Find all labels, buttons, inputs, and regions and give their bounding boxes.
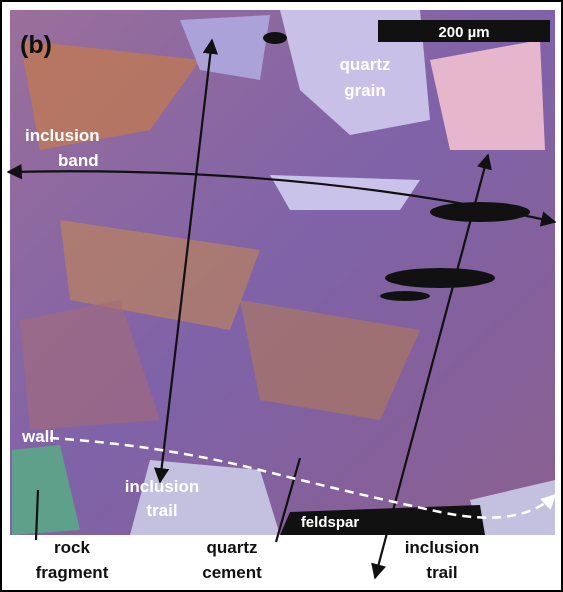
panel-label: (b) bbox=[20, 31, 52, 59]
label: inclusion bbox=[405, 538, 480, 557]
micrograph bbox=[10, 10, 555, 535]
label: wall bbox=[21, 427, 54, 446]
label: trail bbox=[146, 501, 177, 520]
label: grain bbox=[344, 81, 386, 100]
label: rock bbox=[54, 538, 90, 557]
label: inclusion bbox=[25, 126, 100, 145]
label: inclusion bbox=[125, 477, 200, 496]
figure: 200 µm (b) quartz grain inclusion band w… bbox=[0, 0, 563, 592]
label: band bbox=[58, 151, 99, 170]
label: quartz bbox=[207, 538, 258, 557]
label: fragment bbox=[36, 563, 109, 582]
label: feldspar bbox=[301, 514, 360, 531]
label: cement bbox=[202, 563, 262, 582]
label: quartz bbox=[340, 55, 391, 74]
label: trail bbox=[426, 563, 457, 582]
scale-bar-label: 200 µm bbox=[438, 24, 489, 41]
page: 200 µm (b) quartz grain inclusion band w… bbox=[0, 0, 563, 592]
